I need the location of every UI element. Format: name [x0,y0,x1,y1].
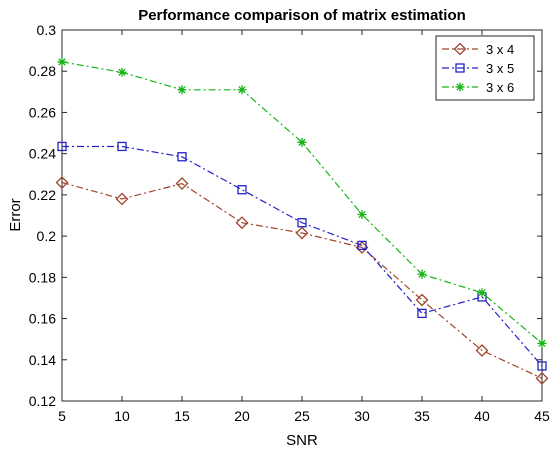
data-point [297,218,307,228]
x-tick-label: 45 [534,408,550,424]
legend-item: 3 x 5 [442,61,514,76]
data-point [415,293,429,307]
data-point [55,176,69,189]
data-point [237,185,247,195]
data-point [417,308,427,319]
y-tick-label: 0.12 [29,393,56,409]
data-point [115,192,129,206]
series-line [61,61,543,344]
series-3 [57,57,547,348]
data-point [417,269,427,279]
y-tick-label: 0.26 [29,104,56,120]
x-tick-label: 30 [354,408,370,424]
data-point [477,288,487,298]
data-point [357,209,367,219]
y-tick-label: 0.14 [29,352,56,368]
series-layer [55,57,549,385]
legend-marker [455,63,465,73]
data-point [537,361,547,371]
data-point [475,344,489,357]
data-point [357,240,367,251]
x-tick-label: 40 [474,408,490,424]
legend-item: 3 x 6 [442,80,514,95]
y-tick-label: 0.3 [37,22,57,38]
data-point [537,338,547,348]
x-tick-label: 25 [294,408,310,424]
data-point [117,141,127,152]
legend-marker [455,82,465,92]
y-axis-label: Error [7,198,24,231]
data-point [117,67,127,77]
x-tick-label: 20 [234,408,250,424]
legend-box [435,35,535,101]
series-line [61,181,543,379]
data-point [175,177,189,190]
legend-item: 3 x 4 [442,42,514,57]
x-axis: 5 10 15 20 25 30 35 40 45 [58,30,550,424]
y-tick-label: 0.2 [37,228,57,244]
y-tick-label: 0.16 [29,311,56,327]
y-tick-label: 0.24 [29,146,56,162]
legend-marker [453,42,467,56]
data-point [57,141,67,152]
chart-title: Performance comparison of matrix estimat… [138,7,466,24]
series-line [62,145,543,367]
y-tick-label: 0.28 [29,63,56,79]
x-tick-label: 35 [414,408,430,424]
y-tick-label: 0.18 [29,269,56,285]
x-tick-label: 10 [114,408,130,424]
legend-label: 3 x 5 [486,61,514,76]
y-axis: 0.12 0.14 0.16 0.18 0.2 0.22 0.24 0.26 0.28 0.3 [29,22,542,409]
data-point [237,85,247,95]
data-point [297,137,307,147]
data-point [295,226,309,240]
data-point [177,85,187,95]
legend-label: 3 x 4 [486,42,514,57]
x-tick-label: 5 [58,408,66,424]
data-point [57,57,67,67]
legend: 3 x 4 3 x 5 3 x 6 [435,35,535,101]
x-tick-label: 15 [174,408,190,424]
data-point [535,371,549,385]
legend-label: 3 x 6 [486,80,514,95]
data-point [177,152,187,162]
data-point [235,216,249,230]
y-tick-label: 0.22 [29,187,56,203]
x-axis-label: SNR [286,432,318,449]
